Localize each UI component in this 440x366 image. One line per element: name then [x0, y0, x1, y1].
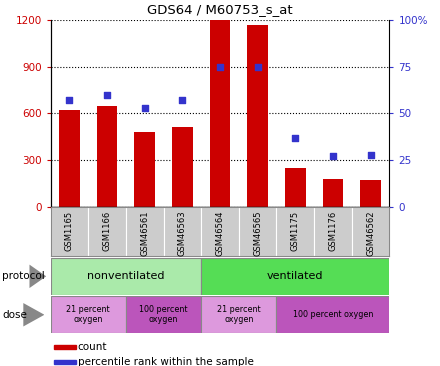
Bar [126, 296, 201, 333]
Bar [164, 207, 201, 256]
Bar [97, 106, 117, 207]
Title: GDS64 / M60753_s_at: GDS64 / M60753_s_at [147, 3, 293, 16]
Bar [54, 345, 77, 349]
Bar [209, 20, 231, 207]
Bar [51, 207, 88, 256]
Point [179, 97, 186, 103]
Text: 21 percent
oxygen: 21 percent oxygen [217, 305, 260, 325]
Bar [323, 179, 343, 207]
Point [367, 152, 374, 157]
Bar [201, 258, 389, 295]
Point [254, 64, 261, 70]
Polygon shape [23, 303, 44, 326]
Bar [276, 296, 389, 333]
Bar [51, 258, 201, 295]
Text: GSM46564: GSM46564 [216, 211, 224, 256]
Point [292, 135, 299, 141]
Bar [88, 207, 126, 256]
Text: protocol: protocol [2, 271, 45, 281]
Bar [239, 207, 276, 256]
Bar [59, 111, 80, 207]
Text: GSM46561: GSM46561 [140, 211, 149, 256]
Bar [201, 296, 276, 333]
Text: dose: dose [2, 310, 27, 320]
Bar [134, 132, 155, 207]
Text: GSM1175: GSM1175 [291, 211, 300, 251]
Text: percentile rank within the sample: percentile rank within the sample [78, 356, 253, 366]
Point [66, 97, 73, 103]
Text: GSM1166: GSM1166 [103, 211, 112, 251]
Text: 100 percent oxygen: 100 percent oxygen [293, 310, 373, 319]
Point [141, 105, 148, 111]
Text: nonventilated: nonventilated [87, 271, 165, 281]
Point [103, 92, 110, 98]
Point [216, 64, 224, 70]
Polygon shape [29, 265, 46, 288]
Point [330, 153, 337, 159]
Bar [201, 207, 239, 256]
Bar [352, 207, 389, 256]
Bar [360, 180, 381, 207]
Bar [172, 127, 193, 207]
Text: GSM1165: GSM1165 [65, 211, 74, 251]
Text: GSM1176: GSM1176 [328, 211, 337, 251]
Text: GSM46562: GSM46562 [366, 211, 375, 256]
Bar [51, 296, 126, 333]
Bar [276, 207, 314, 256]
Bar [247, 25, 268, 207]
Bar [126, 207, 164, 256]
Bar [285, 168, 306, 207]
Bar [314, 207, 352, 256]
Text: GSM46563: GSM46563 [178, 211, 187, 256]
Text: GSM46565: GSM46565 [253, 211, 262, 256]
Bar [54, 360, 77, 363]
Text: count: count [78, 342, 107, 352]
Text: ventilated: ventilated [267, 271, 323, 281]
Text: 21 percent
oxygen: 21 percent oxygen [66, 305, 110, 325]
Text: 100 percent
oxygen: 100 percent oxygen [139, 305, 188, 325]
